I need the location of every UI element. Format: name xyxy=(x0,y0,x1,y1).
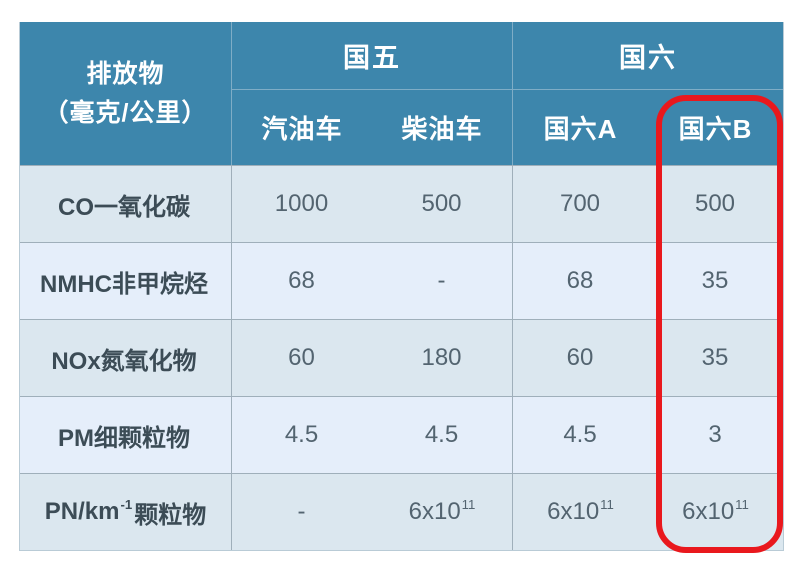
row-label-nox: NOx氮氧化物 xyxy=(20,319,232,396)
data-cell: 6x10 11 xyxy=(648,473,783,550)
data-cell: 700 xyxy=(513,165,648,242)
data-cell: 6x10 11 xyxy=(513,473,648,550)
data-cell: 500 xyxy=(648,165,783,242)
data-cell: 68 xyxy=(232,242,372,319)
column-group-guo5: 国五 xyxy=(232,22,513,90)
header-cell-pollutant: 排放物 （毫克/公里） xyxy=(20,22,232,165)
row-label-pm: PM细颗粒物 xyxy=(20,396,232,473)
column-group-guo6: 国六 xyxy=(513,22,783,90)
data-cell: 60 xyxy=(232,319,372,396)
row-label-text: NOx氮氧化物 xyxy=(51,347,197,375)
pollutant-header-line2: （毫克/公里） xyxy=(43,98,208,127)
row-label-text: PN/km xyxy=(44,498,120,525)
emissions-table: 排放物 （毫克/公里） 国五 国六 汽油车 柴油车 国六A 国六B CO一氧化碳… xyxy=(19,22,784,551)
row-label-text: NMHC非甲烷烃 xyxy=(40,270,208,298)
data-cell: 68 xyxy=(513,242,648,319)
data-cell: 35 xyxy=(648,242,783,319)
column-header-guo6b: 国六B xyxy=(648,90,783,165)
row-label-text: PM细颗粒物 xyxy=(58,424,190,452)
row-label-text: CO一氧化碳 xyxy=(58,193,190,221)
data-cell: 4.5 xyxy=(513,396,648,473)
data-cell: 4.5 xyxy=(232,396,372,473)
row-label-nmhc: NMHC非甲烷烃 xyxy=(20,242,232,319)
column-header-guo6a: 国六A xyxy=(513,90,648,165)
data-cell: 180 xyxy=(372,319,513,396)
row-label-pn: PN/km -1 颗粒物 xyxy=(20,473,232,550)
column-header-gasoline: 汽油车 xyxy=(232,90,372,165)
data-cell: 1000 xyxy=(232,165,372,242)
data-cell: - xyxy=(232,473,372,550)
data-cell: 4.5 xyxy=(372,396,513,473)
data-cell: 500 xyxy=(372,165,513,242)
data-cell: 60 xyxy=(513,319,648,396)
data-cell: 3 xyxy=(648,396,783,473)
pollutant-header-line1: 排放物 xyxy=(86,59,165,88)
data-cell: 35 xyxy=(648,319,783,396)
data-cell: - xyxy=(372,242,513,319)
data-cell: 6x10 11 xyxy=(372,473,513,550)
row-label-rest: 颗粒物 xyxy=(134,501,207,529)
row-label-co: CO一氧化碳 xyxy=(20,165,232,242)
column-header-diesel: 柴油车 xyxy=(372,90,513,165)
